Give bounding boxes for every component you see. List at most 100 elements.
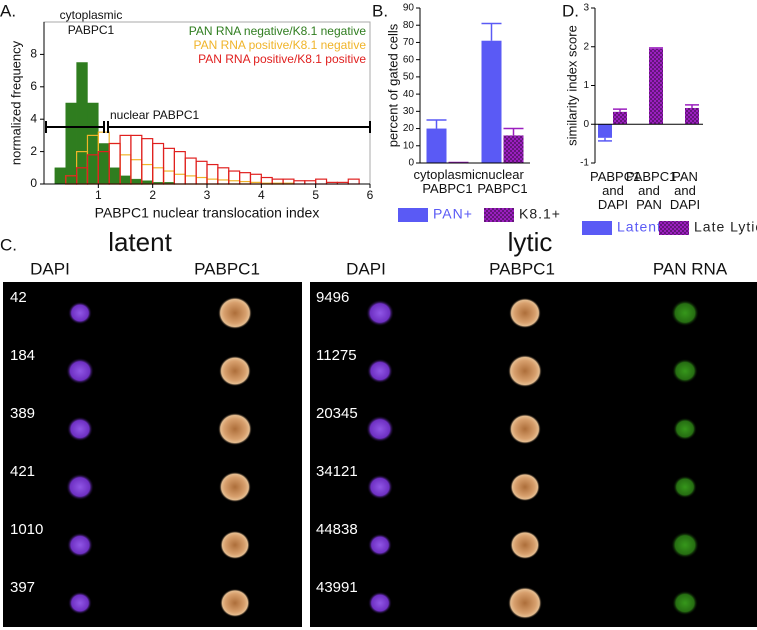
bar — [685, 107, 699, 125]
histogram-bin — [130, 178, 143, 185]
annotation: nuclear PABPC1 — [110, 108, 200, 122]
cell-image — [68, 301, 92, 325]
cell-id: 42 — [10, 289, 27, 306]
x-tick-label: PABPC1 and PAN — [626, 169, 677, 212]
legend-entry: PAN+ — [433, 206, 473, 222]
y-tick-label: 0 — [30, 176, 37, 190]
y-tick-label: 90 — [403, 3, 415, 14]
cell-id: 44838 — [316, 521, 358, 538]
cell-image — [219, 471, 251, 503]
cell-image — [66, 473, 94, 501]
cell-id: 34121 — [316, 463, 358, 480]
channel-header: PABPC1 — [489, 259, 555, 278]
y-tick-label: 50 — [403, 72, 415, 83]
cell-image — [218, 412, 252, 446]
y-tick-label: 80 — [403, 20, 415, 31]
y-axis-label: similarity index score — [564, 25, 579, 146]
y-tick-label: 10 — [403, 140, 415, 151]
y-tick-label: 8 — [30, 47, 37, 61]
panel-label: C. — [0, 235, 17, 254]
legend-entry: K8.1+ — [519, 206, 561, 222]
y-tick-label: 20 — [403, 123, 415, 134]
panel-label: B. — [372, 1, 388, 20]
cell-image — [67, 532, 93, 558]
cell-image — [508, 354, 542, 388]
cell-image — [672, 358, 698, 384]
bar — [649, 48, 663, 125]
group-title: lytic — [508, 227, 553, 257]
y-tick-label: 2 — [30, 144, 37, 158]
cell-id: 43991 — [316, 579, 358, 596]
bar — [481, 40, 502, 163]
histogram-bin — [98, 143, 110, 185]
cell-image — [67, 416, 93, 442]
image-panel — [310, 282, 757, 627]
channel-header: DAPI — [30, 259, 70, 278]
cell-id: 421 — [10, 463, 35, 480]
legend-entry: PAN RNA positive/K8.1 positive — [198, 52, 366, 66]
legend-entry: PAN RNA negative/K8.1 negative — [189, 24, 367, 38]
x-tick-label: cytoplasmic PABPC1 — [413, 167, 482, 196]
legend-swatch — [484, 208, 514, 222]
cell-id: 184 — [10, 347, 35, 364]
x-tick-label: 3 — [204, 188, 211, 202]
cell-image — [366, 299, 394, 327]
y-tick-label: 6 — [30, 79, 37, 93]
cell-image — [510, 530, 540, 560]
bar — [613, 111, 627, 125]
channel-header: PABPC1 — [194, 259, 260, 278]
cell-image — [671, 531, 699, 559]
legend-entry: Late Lytic — [694, 219, 757, 235]
cell-image — [672, 590, 698, 616]
x-tick-label: 4 — [258, 188, 265, 202]
legend-entry: Latent — [617, 219, 662, 235]
cell-id: 389 — [10, 405, 35, 422]
y-tick-label: 70 — [403, 37, 415, 48]
y-tick-label: 3 — [583, 3, 589, 14]
y-tick-label: 1 — [583, 80, 589, 91]
y-tick-label: 30 — [403, 106, 415, 117]
y-tick-label: 0 — [583, 119, 589, 130]
legend-swatch — [398, 208, 428, 222]
cell-image — [220, 588, 250, 618]
group-title: latent — [108, 227, 172, 257]
cell-id: 1010 — [10, 521, 43, 538]
cell-image — [509, 297, 541, 329]
legend-swatch — [582, 221, 612, 235]
cell-image — [66, 357, 94, 385]
cell-image — [368, 591, 392, 615]
channel-header: DAPI — [346, 259, 386, 278]
cell-id: 11275 — [316, 347, 357, 364]
cell-id: 20345 — [316, 405, 358, 422]
y-tick-label: 2 — [583, 41, 589, 52]
x-axis-label: PABPC1 nuclear translocation index — [95, 205, 320, 221]
cell-image — [509, 413, 541, 445]
histogram-bin — [87, 102, 99, 185]
cell-image — [366, 415, 394, 443]
bar — [426, 128, 447, 163]
y-axis-label: percent of gated cells — [385, 23, 400, 147]
cell-image — [367, 474, 393, 500]
bar — [598, 124, 612, 138]
image-panel — [3, 282, 302, 627]
histogram-bin — [76, 62, 88, 185]
x-tick-label: 1 — [95, 188, 102, 202]
x-tick-label: PAN and DAPI — [669, 169, 701, 212]
histogram-bin — [65, 102, 77, 185]
y-tick-label: -1 — [580, 158, 589, 169]
y-tick-label: 0 — [408, 158, 414, 169]
cell-image — [218, 296, 252, 330]
x-tick-label: 2 — [149, 188, 156, 202]
x-tick-label: PABPC1 and DAPI — [590, 169, 641, 212]
annotation: cytoplasmic PABPC1 — [59, 8, 123, 37]
cell-image — [368, 533, 392, 557]
y-axis-label: normalized frequency — [8, 40, 23, 165]
cell-image — [367, 358, 393, 384]
cell-id: 397 — [10, 579, 35, 596]
x-tick-label: 6 — [367, 188, 374, 202]
x-tick-label: 5 — [312, 188, 319, 202]
cell-image — [220, 530, 250, 560]
histogram-bin — [108, 167, 121, 185]
